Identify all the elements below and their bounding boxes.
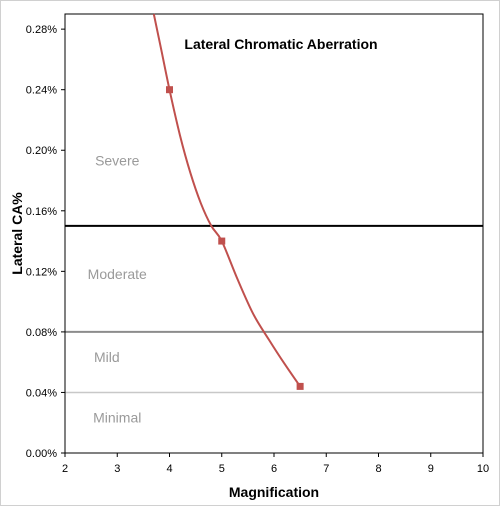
data-point (218, 237, 226, 245)
y-tick-label: 0.04% (26, 387, 57, 399)
x-axis-ticks: 2 3 4 5 6 7 8 9 10 (62, 453, 489, 475)
plot-area (64, 13, 484, 454)
zone-labels: Severe Moderate Mild Minimal (88, 152, 147, 425)
x-tick-label: 4 (166, 463, 172, 475)
x-tick-label: 8 (375, 463, 381, 475)
x-tick-label: 9 (428, 463, 434, 475)
x-axis-title: Magnification (229, 484, 319, 500)
zone-label-moderate: Moderate (88, 266, 147, 282)
y-tick-label: 0.12% (26, 266, 57, 278)
y-tick-label: 0.08% (26, 327, 57, 339)
y-tick-label: 0.20% (26, 145, 57, 157)
data-point (166, 86, 173, 94)
y-tick-label: 0.00% (26, 448, 57, 460)
y-tick-label: 0.28% (26, 24, 57, 36)
x-tick-label: 6 (271, 463, 277, 475)
zone-label-severe: Severe (95, 152, 140, 168)
zone-label-mild: Mild (94, 349, 120, 365)
y-tick-label: 0.24% (26, 85, 57, 97)
zone-label-minimal: Minimal (93, 410, 141, 426)
series-line-0 (152, 13, 301, 387)
y-axis-ticks: 0.00% 0.04% 0.08% 0.12% 0.16% 0.20% 0.24% 0.28% (26, 24, 65, 460)
y-tick-label: 0.16% (26, 206, 57, 218)
series (152, 13, 304, 390)
data-point (296, 382, 304, 390)
chart-title: Lateral Chromatic Aberration (184, 36, 377, 52)
x-tick-label: 2 (62, 463, 68, 475)
x-tick-label: 5 (219, 463, 225, 475)
x-tick-label: 3 (114, 463, 120, 475)
x-tick-label: 7 (323, 463, 329, 475)
threshold-lines (65, 224, 483, 394)
x-tick-label: 10 (477, 463, 489, 475)
y-axis-title: Lateral CA% (9, 192, 25, 275)
